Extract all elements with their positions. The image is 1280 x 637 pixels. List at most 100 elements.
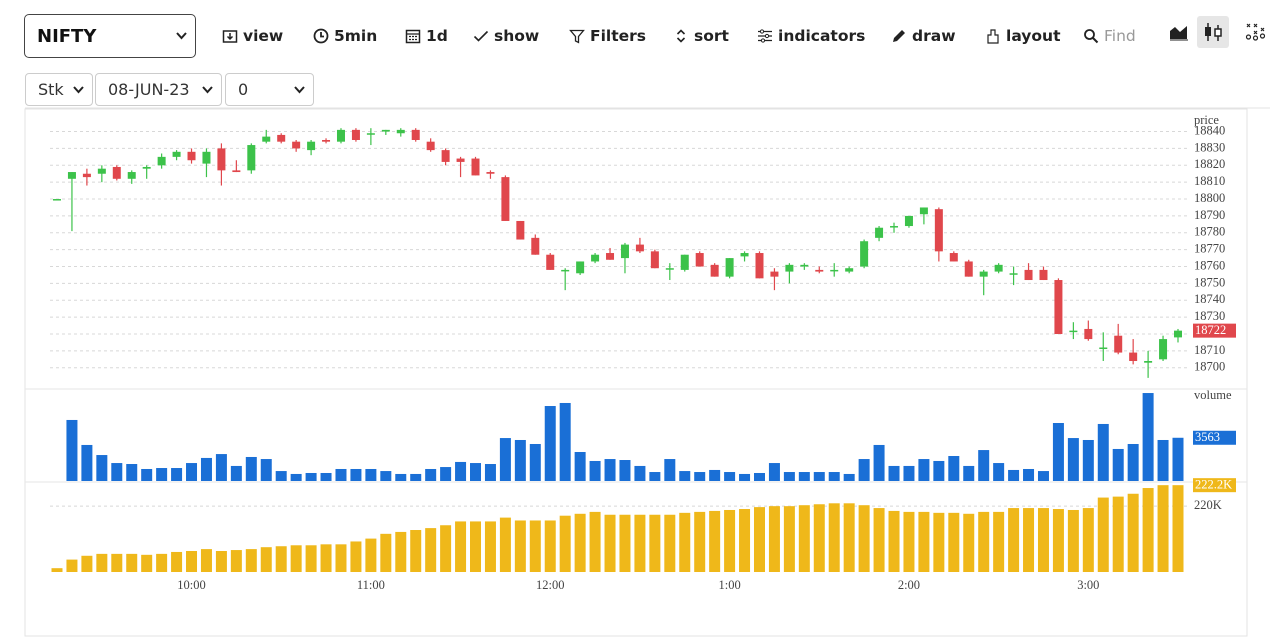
last-value-label: 3563 [1195, 430, 1220, 444]
candle-body [845, 268, 854, 272]
bar [1052, 509, 1064, 572]
filters-button[interactable]: Filters [569, 24, 646, 48]
bar [81, 444, 93, 481]
candle-body [217, 148, 226, 171]
candle-body [890, 226, 899, 228]
layout-button[interactable]: layout [985, 24, 1061, 48]
bar [215, 551, 227, 572]
symbol-select[interactable]: NIFTY [24, 14, 196, 58]
y-tick-label: 18730 [1194, 309, 1225, 323]
candle-body [336, 129, 345, 142]
y-tick-label: 18740 [1194, 292, 1225, 306]
bar [156, 468, 168, 481]
bar [694, 472, 706, 481]
bar [186, 463, 198, 481]
candle-body [277, 134, 286, 142]
candle-body [292, 141, 301, 149]
bar [619, 460, 631, 481]
range-button[interactable]: 1d [405, 24, 448, 48]
bar [753, 507, 765, 572]
y-tick-label: 18830 [1194, 140, 1225, 154]
bar [1157, 485, 1169, 572]
bar [664, 514, 676, 572]
icon [987, 29, 999, 44]
bar [200, 549, 212, 572]
candle-body [187, 151, 196, 161]
bar [1052, 423, 1064, 481]
bar [290, 545, 302, 572]
candle-body [501, 177, 510, 221]
symbol: NIFTY [37, 25, 97, 47]
bar [948, 512, 960, 572]
candle-body [979, 271, 988, 277]
candle-body [411, 129, 420, 140]
bar [918, 459, 930, 481]
candle-chart-toggle[interactable] [1197, 16, 1229, 48]
bar [739, 509, 751, 572]
type-select[interactable]: Stk [25, 73, 93, 106]
bar [649, 472, 661, 481]
bar [1127, 493, 1139, 572]
label: 1d [426, 27, 448, 45]
candle-body [860, 241, 869, 267]
area-chart-toggle[interactable] [1163, 16, 1195, 48]
label: draw [912, 27, 956, 45]
value: 08-JUN-23 [108, 80, 190, 99]
chevron [202, 85, 213, 93]
bar [1142, 393, 1154, 481]
bar [709, 510, 721, 572]
bar [753, 472, 765, 481]
bar [395, 473, 407, 481]
bar [380, 471, 392, 481]
bar [1097, 497, 1109, 572]
candle-body [142, 166, 151, 169]
candle-body [67, 172, 76, 179]
bar [858, 505, 870, 572]
bar [305, 472, 317, 481]
candle-body [232, 170, 241, 173]
bar [978, 450, 990, 481]
y-tick-label: 18750 [1194, 275, 1225, 289]
bar [320, 544, 332, 572]
bar [111, 463, 123, 481]
icon [569, 29, 585, 44]
view-button[interactable]: view [222, 24, 283, 48]
bar [634, 465, 646, 481]
candle-body [815, 269, 824, 272]
value: 0 [238, 80, 249, 99]
bar [724, 509, 736, 572]
candle-body [1099, 347, 1108, 350]
y-tick-label: 18770 [1194, 242, 1225, 256]
icon [473, 30, 489, 42]
bar [171, 468, 183, 481]
bar [843, 473, 855, 481]
scatter-chart-toggle[interactable] [1240, 16, 1272, 48]
candle-body [1009, 273, 1018, 275]
indicators-button[interactable]: indicators [757, 24, 865, 48]
search-box[interactable]: Find [1083, 24, 1136, 48]
bar [993, 511, 1005, 572]
candle-body [994, 264, 1003, 272]
icon [1170, 26, 1188, 41]
bar [933, 460, 945, 481]
interval-button[interactable]: 5min [313, 24, 377, 48]
icon [676, 29, 686, 43]
date-select[interactable]: 08-JUN-23 [95, 73, 222, 106]
strike-select[interactable]: 0 [225, 73, 314, 106]
candle-body [800, 264, 809, 267]
sort-button[interactable]: sort [673, 24, 729, 48]
icon [1084, 29, 1099, 44]
draw-button[interactable]: draw [891, 24, 956, 48]
candle-body [904, 215, 913, 227]
bar [111, 553, 123, 572]
candle-body [785, 264, 794, 272]
candle-body [426, 141, 435, 151]
bar [843, 503, 855, 572]
icon [893, 30, 905, 42]
show-button[interactable]: show [473, 24, 539, 48]
bar [320, 472, 332, 481]
bar [679, 471, 691, 481]
bar [1082, 508, 1094, 572]
bar [470, 463, 482, 481]
